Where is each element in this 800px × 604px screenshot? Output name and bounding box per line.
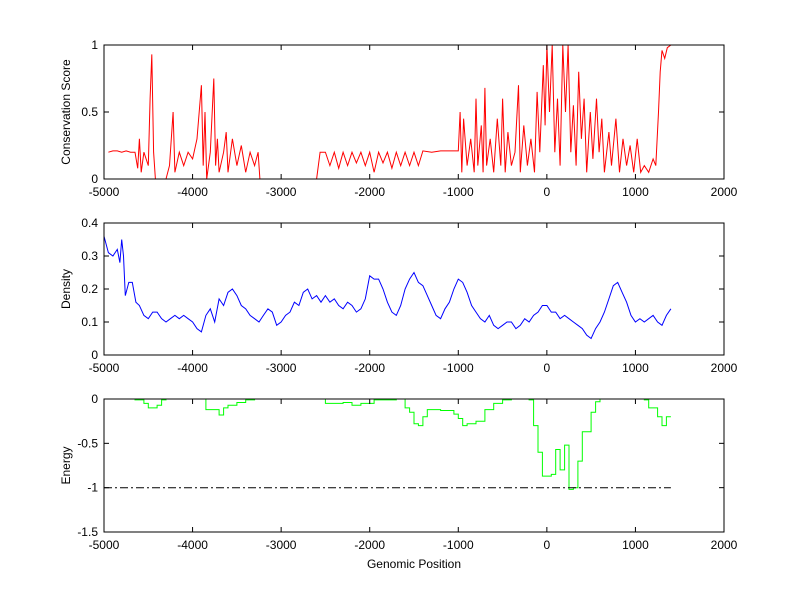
y-tick-label: 0.1 [81, 315, 98, 329]
x-tick-label: -4000 [177, 185, 208, 199]
y-axis-label: Energy [59, 446, 73, 484]
x-tick-label: -3000 [266, 185, 297, 199]
x-tick-label: -2000 [354, 361, 385, 375]
conservation-line [108, 44, 672, 180]
x-tick-label: 1000 [622, 361, 649, 375]
energy-axes: -5000 -4000 -3000 -2000 -1000 0 1000 2000 -1.5 -1… [59, 392, 738, 571]
y-tick-label: 0.2 [81, 282, 98, 296]
x-tick-label: -5000 [89, 538, 120, 552]
axes-box [103, 398, 725, 533]
plot-background [104, 223, 724, 355]
x-tick-label: -3000 [266, 361, 297, 375]
x-tick-label: -2000 [354, 185, 385, 199]
y-axis-label: Density [59, 269, 73, 309]
x-tick-label: -3000 [266, 538, 297, 552]
energy-line [117, 398, 671, 490]
x-tick-label: -1000 [443, 538, 474, 552]
y-tick-label: 0.4 [81, 216, 98, 230]
y-tick-label: -1 [87, 481, 98, 495]
x-axis-label: Genomic Position [367, 557, 461, 571]
y-tick-label: 0.5 [81, 105, 98, 119]
y-axis-label: Conservation Score [59, 59, 73, 165]
x-tick-label: -1000 [443, 361, 474, 375]
plot-background [104, 45, 724, 179]
x-tick-label: 2000 [711, 538, 738, 552]
x-tick-label: -4000 [177, 538, 208, 552]
x-tick-label: -2000 [354, 538, 385, 552]
x-tick-label: 2000 [711, 361, 738, 375]
x-tick-label: 2000 [711, 185, 738, 199]
y-tick-label: -0.5 [77, 436, 98, 450]
y-tick-label: -1.5 [77, 525, 98, 539]
x-tick-label: -5000 [89, 361, 120, 375]
y-tick-label: 0 [91, 172, 98, 186]
x-tick-label: 0 [544, 538, 551, 552]
density-line [104, 236, 672, 340]
x-tick-label: -5000 [89, 185, 120, 199]
y-tick-label: 0 [91, 348, 98, 362]
x-tick-label: -4000 [177, 361, 208, 375]
x-tick-label: 0 [544, 185, 551, 199]
y-tick-label: 1 [91, 38, 98, 52]
conservation-axes: -5000 -4000 -3000 -2000 -1000 0 1000 2000 0 0.5 1 C… [59, 38, 738, 199]
density-axes: -5000 -4000 -3000 -2000 -1000 0 1000 2000 0 0.1 0.… [59, 216, 738, 375]
x-tick-label: 1000 [622, 185, 649, 199]
y-tick-label: 0 [91, 392, 98, 406]
x-tick-label: 1000 [622, 538, 649, 552]
x-tick-label: 0 [544, 361, 551, 375]
x-tick-label: -1000 [443, 185, 474, 199]
y-tick-label: 0.3 [81, 249, 98, 263]
